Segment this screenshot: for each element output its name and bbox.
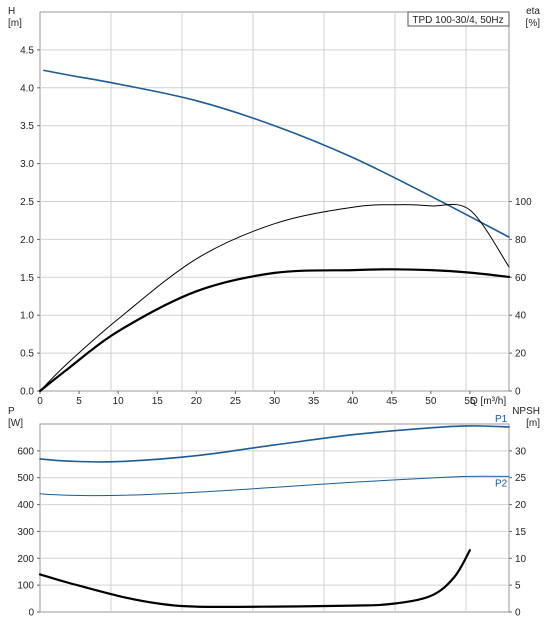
upper-series bbox=[38, 69, 511, 393]
y-left-tick-label: 4.0 bbox=[20, 83, 34, 94]
y-left-tick-label: 100 bbox=[17, 581, 34, 592]
y-right-tick-label: 80 bbox=[515, 235, 527, 246]
x-tick-label: 50 bbox=[425, 396, 437, 407]
y-left-tick-label: 1.0 bbox=[20, 311, 34, 322]
upper-tick-labels: 0.0 0.5 1.0 1.5 2.0 2.5 3.0 3.5 4.0 4.5 0 20 40 60 80 1… bbox=[20, 45, 532, 407]
legend: TPD 100-30/4, 50Hz bbox=[407, 11, 510, 27]
y-left-axis-unit: [m] bbox=[8, 18, 22, 29]
x-tick-label: 20 bbox=[191, 396, 203, 407]
x-axis-label: Q [m³/h] bbox=[470, 396, 506, 407]
legend-title: TPD 100-30/4, 50Hz bbox=[412, 15, 503, 26]
x-tick-label: 5 bbox=[76, 396, 82, 407]
y-left-tick-label: 2.0 bbox=[20, 235, 34, 246]
y-right-tick-label: 40 bbox=[515, 311, 527, 322]
y-right-tick-label: 30 bbox=[515, 446, 527, 457]
power-axis-name: P bbox=[8, 406, 15, 417]
top-series-1-line bbox=[39, 203, 510, 392]
y-right-tick-label: 0 bbox=[515, 608, 521, 619]
y-right-tick-label: 15 bbox=[515, 527, 527, 538]
y-left-axis-name: H bbox=[8, 6, 15, 17]
y-left-tick-label: 3.5 bbox=[20, 121, 34, 132]
y-right-tick-label: 0 bbox=[515, 387, 521, 398]
upper-chart-panel: 0.0 0.5 1.0 1.5 2.0 2.5 3.0 3.5 4.0 4.5 0 20 40 60 80 1… bbox=[8, 6, 540, 407]
lower-plot-area bbox=[39, 423, 510, 613]
lower-series: P1 P2 bbox=[38, 414, 510, 609]
y-left-tick-label: 1.5 bbox=[20, 273, 34, 284]
y-right-tick-label: 20 bbox=[515, 349, 527, 360]
x-tick-label: 45 bbox=[386, 396, 398, 407]
x-tick-label: 30 bbox=[269, 396, 281, 407]
top-series-2-line bbox=[38, 268, 511, 393]
npsh-axis-name: NPSH bbox=[512, 406, 540, 417]
y-left-tick-label: 0.5 bbox=[20, 349, 34, 360]
power-axis-unit: [W] bbox=[8, 418, 23, 429]
upper-grid bbox=[40, 12, 509, 391]
x-tick-label: 10 bbox=[113, 396, 125, 407]
y-left-tick-label: 2.5 bbox=[20, 197, 34, 208]
y-left-tick-label: 500 bbox=[17, 473, 34, 484]
y-left-tick-label: 200 bbox=[17, 554, 34, 565]
y-left-tick-label: 300 bbox=[17, 527, 34, 538]
y-right-tick-label: 60 bbox=[515, 273, 527, 284]
series-p2-line bbox=[39, 475, 510, 497]
y-left-tick-label: 4.5 bbox=[20, 45, 34, 56]
y-left-tick-label: 0 bbox=[28, 608, 34, 619]
y-right-tick-label: 10 bbox=[515, 554, 527, 565]
lower-grid bbox=[40, 424, 509, 612]
x-tick-label: 40 bbox=[347, 396, 359, 407]
lower-chart-panel: 0 100 200 300 400 500 600 0 5 10 15 20 25 30 P1 P2 P [… bbox=[8, 406, 540, 619]
bot-series-2-line bbox=[38, 549, 471, 609]
x-tick-label: 35 bbox=[308, 396, 320, 407]
lower-tick-labels: 0 100 200 300 400 500 600 0 5 10 15 20 25 30 bbox=[17, 446, 526, 618]
legend-box bbox=[407, 11, 510, 27]
x-tick-label: 15 bbox=[152, 396, 164, 407]
top-series-0-line bbox=[43, 69, 510, 238]
y-left-tick-label: 400 bbox=[17, 500, 34, 511]
y-right-tick-label: 5 bbox=[515, 581, 521, 592]
series-p1-line bbox=[39, 425, 510, 463]
y-left-tick-label: 600 bbox=[17, 446, 34, 457]
y-left-tick-label: 3.0 bbox=[20, 159, 34, 170]
x-tick-label: 55 bbox=[464, 396, 476, 407]
x-tick-label: 25 bbox=[230, 396, 242, 407]
y-right-tick-label: 25 bbox=[515, 473, 527, 484]
y-left-tick-label: 0.0 bbox=[20, 387, 34, 398]
series-label-p2: P2 bbox=[495, 478, 508, 489]
series-label-p1: P1 bbox=[495, 414, 508, 425]
npsh-axis-unit: [m] bbox=[526, 418, 540, 429]
y-right-axis-name: eta bbox=[526, 6, 540, 17]
x-tick-label: 0 bbox=[37, 396, 43, 407]
y-right-axis-unit: [%] bbox=[526, 18, 541, 29]
y-right-tick-label: 20 bbox=[515, 500, 527, 511]
y-right-tick-label: 100 bbox=[515, 197, 532, 208]
